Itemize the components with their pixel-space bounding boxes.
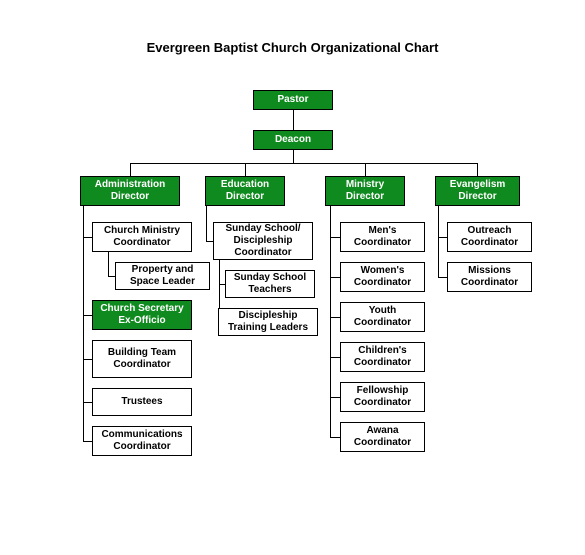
- node-pastor: Pastor: [253, 90, 333, 110]
- chart-title: Evergreen Baptist Church Organizational …: [0, 40, 585, 55]
- connector: [438, 277, 447, 278]
- node-min3: Youth Coordinator: [340, 302, 425, 332]
- connector: [330, 357, 340, 358]
- node-admin_dir: Administration Director: [80, 176, 180, 206]
- connector: [83, 359, 92, 360]
- node-min_dir: Ministry Director: [325, 176, 405, 206]
- connector: [477, 163, 478, 176]
- node-min1: Men's Coordinator: [340, 222, 425, 252]
- connector: [83, 315, 92, 316]
- node-admin2: Property and Space Leader: [115, 262, 210, 290]
- connector: [108, 276, 115, 277]
- node-edu2: Sunday School Teachers: [225, 270, 315, 298]
- connector: [83, 402, 92, 403]
- connector: [438, 206, 439, 277]
- connector: [83, 441, 92, 442]
- node-evan1: Outreach Coordinator: [447, 222, 532, 252]
- node-edu1: Sunday School/ Discipleship Coordinator: [213, 222, 313, 260]
- connector: [293, 110, 294, 130]
- connector: [83, 206, 84, 441]
- node-min4: Children's Coordinator: [340, 342, 425, 372]
- connector: [206, 241, 213, 242]
- connector: [293, 150, 294, 163]
- node-min5: Fellowship Coordinator: [340, 382, 425, 412]
- node-admin5: Trustees: [92, 388, 192, 416]
- connector: [330, 397, 340, 398]
- connector: [245, 163, 246, 176]
- connector: [130, 163, 131, 176]
- connector: [130, 163, 477, 164]
- connector: [330, 277, 340, 278]
- node-evan2: Missions Coordinator: [447, 262, 532, 292]
- node-evan_dir: Evangelism Director: [435, 176, 520, 206]
- connector: [108, 252, 109, 276]
- connector: [330, 317, 340, 318]
- node-deacon: Deacon: [253, 130, 333, 150]
- connector: [438, 237, 447, 238]
- connector: [206, 206, 207, 241]
- connector: [330, 206, 331, 437]
- connector: [330, 237, 340, 238]
- node-admin3: Church Secretary Ex-Officio: [92, 300, 192, 330]
- node-admin6: Communications Coordinator: [92, 426, 192, 456]
- node-min6: Awana Coordinator: [340, 422, 425, 452]
- connector: [330, 437, 340, 438]
- node-edu_dir: Education Director: [205, 176, 285, 206]
- connector: [83, 237, 92, 238]
- node-min2: Women's Coordinator: [340, 262, 425, 292]
- node-edu3: Discipleship Training Leaders: [218, 308, 318, 336]
- node-admin4: Building Team Coordinator: [92, 340, 192, 378]
- connector: [365, 163, 366, 176]
- node-admin1: Church Ministry Coordinator: [92, 222, 192, 252]
